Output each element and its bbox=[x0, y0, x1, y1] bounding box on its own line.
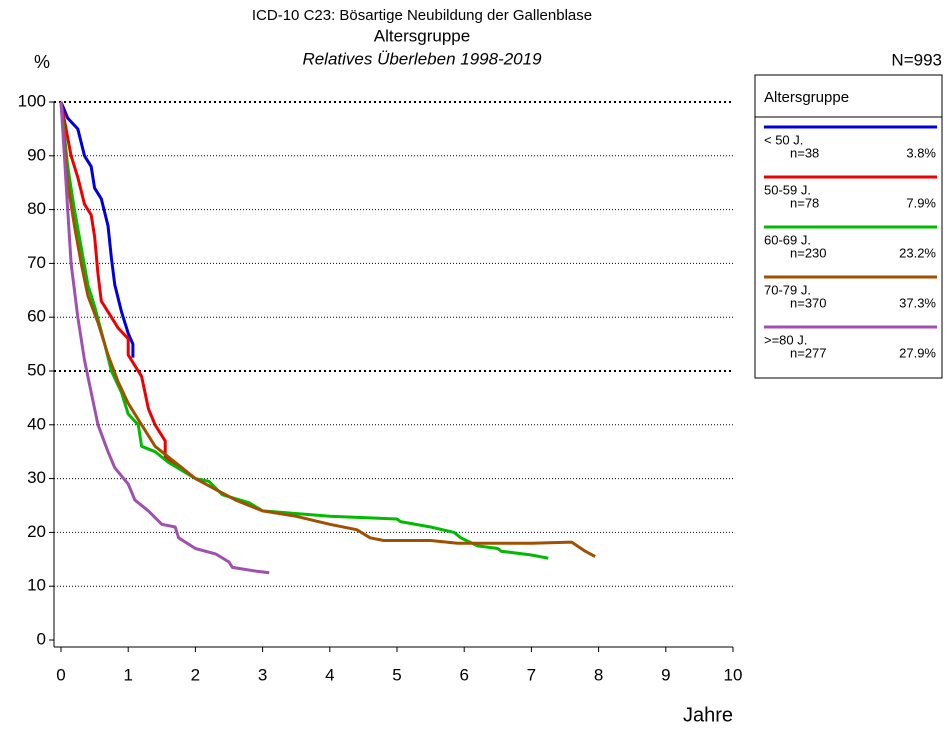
y-tick-label: 40 bbox=[27, 414, 46, 433]
legend-share: 3.8% bbox=[906, 145, 936, 160]
legend-label: < 50 J. bbox=[764, 132, 803, 147]
y-tick-label: 70 bbox=[27, 253, 46, 272]
x-tick-label: 2 bbox=[191, 665, 200, 684]
legend-count: n=277 bbox=[790, 345, 827, 360]
legend-label: 60-69 J. bbox=[764, 232, 811, 247]
x-tick-label: 4 bbox=[325, 665, 334, 684]
x-tick-label: 6 bbox=[459, 665, 468, 684]
survival-curve bbox=[59, 101, 183, 470]
x-tick-label: 10 bbox=[724, 665, 743, 684]
x-tick-label: 5 bbox=[392, 665, 401, 684]
y-tick-label: 80 bbox=[27, 199, 46, 218]
x-tick-label: 1 bbox=[123, 665, 132, 684]
x-tick-label: 9 bbox=[661, 665, 670, 684]
y-tick-label: 0 bbox=[37, 629, 46, 648]
x-tick-label: 7 bbox=[527, 665, 536, 684]
y-axis-label: % bbox=[34, 52, 50, 72]
y-tick-label: 50 bbox=[27, 360, 46, 379]
survival-curve bbox=[59, 101, 270, 575]
y-tick-label: 10 bbox=[27, 576, 46, 595]
survival-curve bbox=[59, 101, 596, 558]
chart-title-2: Altersgruppe bbox=[374, 26, 470, 45]
legend-share: 27.9% bbox=[899, 345, 936, 360]
survival-curve bbox=[59, 101, 549, 560]
legend-title: Altersgruppe bbox=[764, 89, 849, 106]
x-tick-label: 8 bbox=[594, 665, 603, 684]
legend-count: n=230 bbox=[790, 245, 827, 260]
legend-label: 50-59 J. bbox=[764, 182, 811, 197]
legend-box bbox=[754, 74, 943, 379]
legend-share: 7.9% bbox=[906, 195, 936, 210]
legend-label: 70-79 J. bbox=[764, 282, 811, 297]
legend-share: 23.2% bbox=[899, 245, 936, 260]
total-count: N=993 bbox=[891, 50, 942, 69]
legend-count: n=38 bbox=[790, 145, 819, 160]
x-tick-label: 0 bbox=[56, 665, 65, 684]
y-tick-label: 90 bbox=[27, 145, 46, 164]
legend-label: >=80 J. bbox=[764, 332, 807, 347]
legend-share: 37.3% bbox=[899, 295, 936, 310]
y-tick-label: 100 bbox=[18, 91, 46, 110]
x-tick-label: 3 bbox=[258, 665, 267, 684]
chart-title: ICD-10 C23: Bösartige Neubildung der Gal… bbox=[252, 7, 592, 24]
chart-subtitle: Relatives Überleben 1998-2019 bbox=[302, 49, 542, 68]
survival-curve bbox=[59, 101, 135, 358]
legend-count: n=78 bbox=[790, 195, 819, 210]
y-tick-label: 60 bbox=[27, 307, 46, 326]
legend-count: n=370 bbox=[790, 295, 827, 310]
y-tick-label: 30 bbox=[27, 468, 46, 487]
x-axis-label: Jahre bbox=[683, 704, 733, 726]
y-tick-label: 20 bbox=[27, 522, 46, 541]
